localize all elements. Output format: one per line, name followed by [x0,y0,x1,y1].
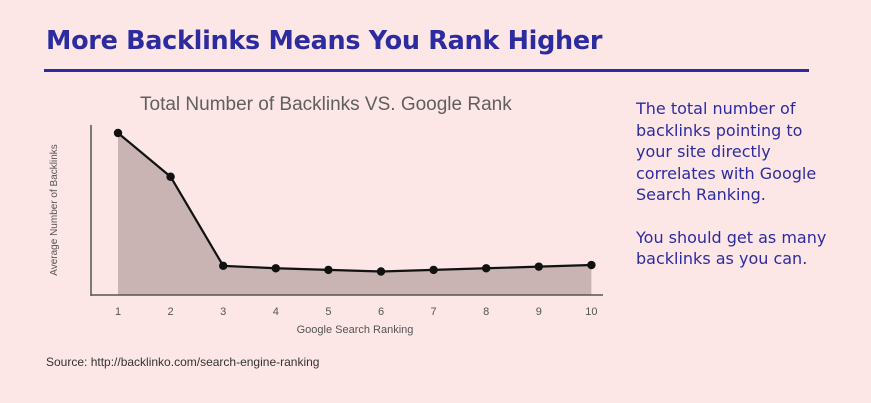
side-paragraph-2: You should get as many backlinks as you … [636,227,827,269]
data-point-2 [166,172,175,181]
x-axis-label: Google Search Ranking [297,324,414,336]
x-tick-label: 3 [220,306,226,318]
side-paragraph-1: The total number of backlinks pointing t… [636,99,817,204]
x-tick-label: 5 [325,306,331,318]
area-fill [118,133,592,295]
x-tick-label: 4 [273,306,279,318]
side-explanation: The total number of backlinks pointing t… [636,98,836,270]
x-tick-label: 7 [431,306,437,318]
data-point-9 [534,262,543,271]
data-point-10 [587,260,596,270]
x-tick-label: 2 [168,306,174,318]
source-citation: Source: http://backlinko.com/search-engi… [46,355,320,369]
page-headline: More Backlinks Means You Rank Higher [46,26,603,56]
data-point-4 [271,264,280,273]
data-point-6 [376,267,386,276]
series-line [117,132,592,273]
chart-title: Total Number of Backlinks VS. Google Ran… [140,94,512,115]
y-axis-label: Average Number of Backlinks [49,144,60,276]
x-tick-label: 1 [115,306,121,318]
x-tick-label: 10 [585,306,597,318]
x-tick-label: 9 [536,306,542,318]
data-point-3 [219,261,228,271]
x-tick-label: 8 [483,306,489,318]
data-point-8 [482,264,491,273]
headline-divider [44,69,809,72]
data-point-1 [113,128,123,138]
x-tick-label: 6 [378,306,384,318]
data-point-7 [429,265,438,275]
data-point-5 [324,265,333,275]
